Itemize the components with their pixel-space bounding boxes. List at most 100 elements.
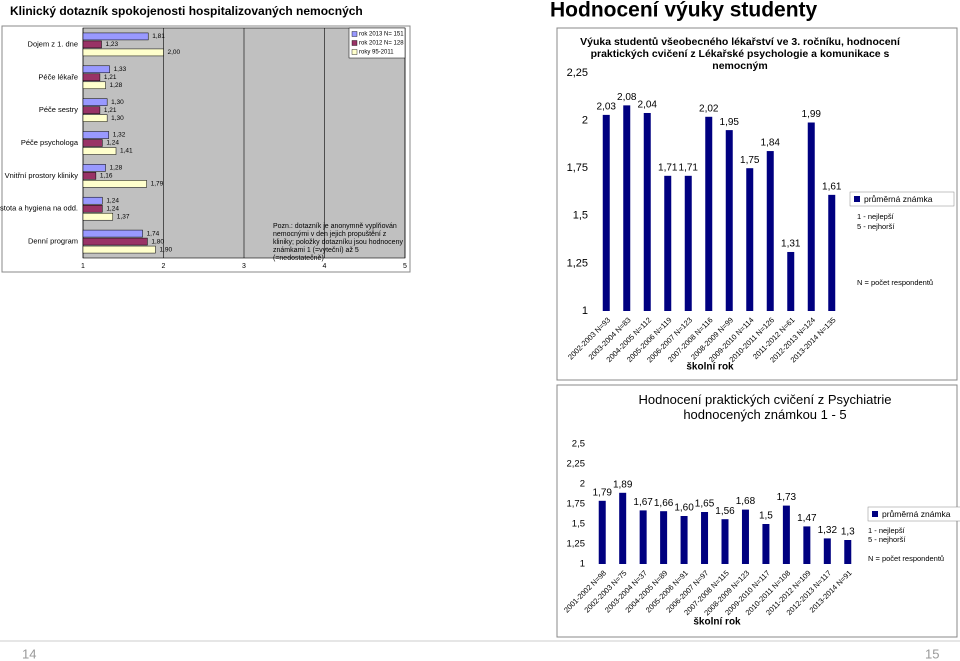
bar xyxy=(82,172,97,180)
y-tick-label: 2 xyxy=(582,115,588,127)
bar xyxy=(701,512,709,564)
chart-note: Pozn.: dotazník je anonymně vyplňován ne… xyxy=(273,223,403,263)
y-tick-label: 1,25 xyxy=(567,539,586,550)
category-label: Péče psychologa xyxy=(21,138,79,147)
bar xyxy=(82,180,147,188)
value-label: 1,71 xyxy=(658,162,678,173)
bar xyxy=(684,175,692,311)
legend-swatch xyxy=(854,196,860,202)
value-label: 2,08 xyxy=(617,92,637,103)
value-label: 1,67 xyxy=(633,497,653,508)
bar xyxy=(82,81,106,90)
bar xyxy=(828,194,836,311)
bar xyxy=(82,212,114,221)
chart-note: N = počet respondentů xyxy=(857,278,933,287)
y-tick-label: 1 xyxy=(582,305,588,317)
bar xyxy=(82,73,101,82)
legend-label: průměrná známka xyxy=(864,194,933,204)
category-label: Dojem z 1. dne xyxy=(28,39,78,48)
value-label: 1,32 xyxy=(113,132,126,139)
bar xyxy=(82,48,164,57)
value-label: 1,90 xyxy=(159,246,172,253)
left-frame xyxy=(1,25,411,273)
bar xyxy=(82,65,110,74)
chart-title: Výuka studentů všeobecného lékařství ve … xyxy=(580,36,900,73)
category-label: Péče lékaře xyxy=(38,72,78,81)
legend-swatch xyxy=(351,31,358,37)
category-label: Denní program xyxy=(28,237,78,246)
value-label: 1,71 xyxy=(679,162,699,173)
value-label: 1,84 xyxy=(761,138,781,149)
value-label: 1,81 xyxy=(152,33,165,40)
value-label: 1,32 xyxy=(818,525,838,536)
bar xyxy=(803,526,811,564)
bar xyxy=(82,98,108,106)
value-label: 2,04 xyxy=(638,100,658,111)
legend-box xyxy=(867,506,960,522)
bar xyxy=(660,511,668,564)
value-label: 1,24 xyxy=(106,205,119,212)
chart-note: 1 - nejlepší xyxy=(857,212,895,221)
value-label: 1,28 xyxy=(110,165,123,172)
bar xyxy=(598,500,606,564)
value-label: 1,47 xyxy=(797,513,817,524)
bar xyxy=(762,524,770,564)
value-label: 1,60 xyxy=(674,503,694,514)
y-tick-label: 1,25 xyxy=(567,257,588,269)
chart-title: Hodnocení praktických cvičení z Psychiat… xyxy=(638,392,892,422)
value-label: 1,99 xyxy=(802,109,822,120)
value-label: 1,5 xyxy=(759,511,773,522)
category-label: Čistota a hygiena na odd. xyxy=(0,204,78,213)
chart-note: N = počet respondentů xyxy=(868,554,944,563)
legend-label: roky 95-2011 xyxy=(359,50,394,56)
legend-label: rok 2012 N= 128 xyxy=(359,41,404,47)
bar xyxy=(82,204,103,213)
bar xyxy=(844,540,852,564)
y-tick-label: 1 xyxy=(580,559,585,570)
value-label: 1,24 xyxy=(106,140,119,147)
bar xyxy=(82,237,148,246)
bar xyxy=(639,510,647,564)
bar xyxy=(725,130,733,311)
legend-swatch xyxy=(872,511,878,517)
value-label: 1,16 xyxy=(100,173,113,180)
value-label: 1,89 xyxy=(613,479,633,490)
left-title: Klinický dotazník spokojenosti hospitali… xyxy=(10,4,363,18)
chart-note: 1 - nejlepší xyxy=(868,526,906,535)
x-axis-label: školní rok xyxy=(693,617,741,628)
value-label: 2,00 xyxy=(168,49,181,56)
right-title: Hodnocení výuky studenty xyxy=(550,0,818,22)
bar xyxy=(643,112,651,311)
value-label: 1,30 xyxy=(111,99,124,106)
value-label: 1,95 xyxy=(720,117,740,128)
legend-swatch xyxy=(351,49,358,55)
value-label: 1,37 xyxy=(117,213,130,220)
bar xyxy=(741,509,749,564)
legend-label: rok 2013 N= 151 xyxy=(359,32,404,38)
value-label: 1,79 xyxy=(592,487,612,498)
chart-note: 5 - nejhorší xyxy=(857,222,895,231)
bar xyxy=(787,251,795,311)
value-label: 1,74 xyxy=(147,230,160,237)
bar xyxy=(766,151,774,311)
bar xyxy=(82,40,102,49)
page-number: 14 xyxy=(22,646,36,661)
legend-label: průměrná známka xyxy=(882,509,951,519)
value-label: 1,33 xyxy=(114,66,127,73)
bar xyxy=(623,105,631,311)
chart-frame xyxy=(556,27,958,381)
x-tick-label: 5 xyxy=(403,263,407,270)
bar xyxy=(705,116,713,312)
value-label: 1,61 xyxy=(822,181,842,192)
y-tick-label: 1,75 xyxy=(567,499,586,510)
legend-box xyxy=(849,191,955,207)
value-label: 1,21 xyxy=(104,107,117,114)
bar xyxy=(721,519,729,564)
y-tick-label: 2,5 xyxy=(572,439,585,450)
value-label: 1,23 xyxy=(106,41,119,48)
bar xyxy=(823,538,831,564)
y-tick-label: 1,75 xyxy=(567,162,588,174)
value-label: 1,41 xyxy=(120,148,133,155)
